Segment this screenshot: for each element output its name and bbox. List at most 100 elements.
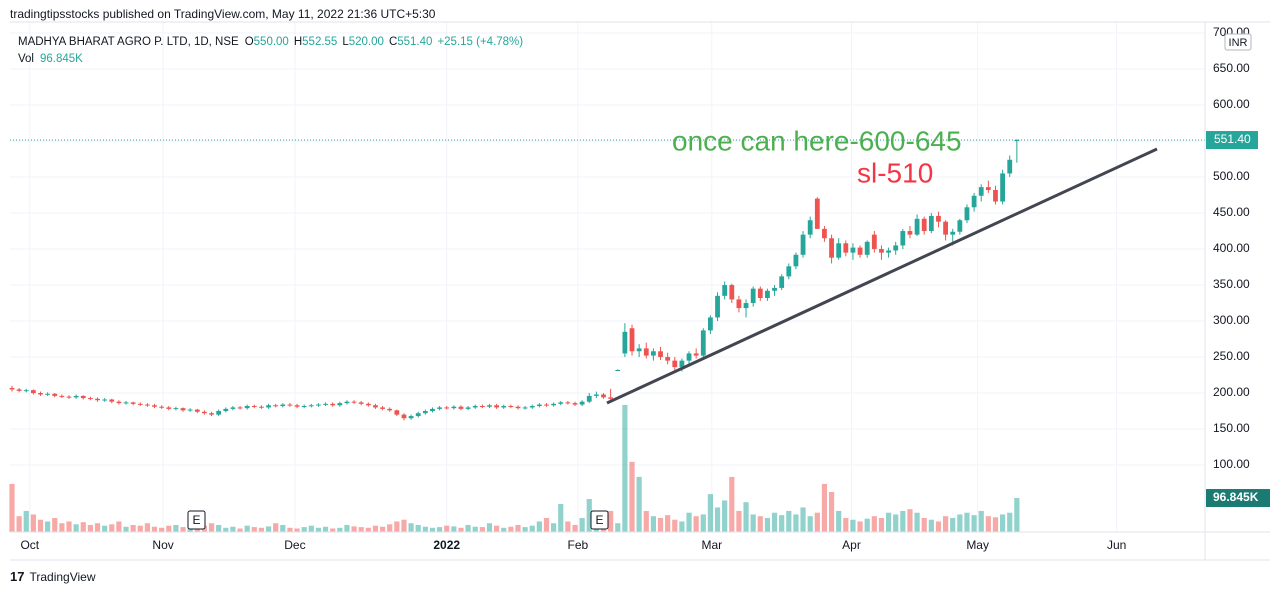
volume-bar [515,524,521,532]
legend-line: MADHYA BHARAT AGRO P. LTD, 1D, NSE O550.0… [18,36,523,48]
volume-bar [786,510,792,532]
candle-body [551,403,557,406]
event-marker[interactable] [590,510,609,530]
candle-body [152,405,157,407]
volume-bar [551,523,557,532]
volume-value: 96.845K [40,53,83,65]
volume-bar [244,525,250,532]
x-tick-label: Nov [152,538,173,552]
volume-bar [779,515,785,532]
volume-bar [736,510,742,532]
volume-bar [465,524,471,532]
volume-bar [173,524,179,532]
event-marker[interactable] [187,510,206,530]
volume-bar [836,510,842,532]
candle-body [708,317,713,331]
volume-bar [629,461,635,532]
candle-body [857,247,863,255]
legend-key: O [245,36,254,48]
volume-bar [415,524,421,532]
last-price-label: 551.40 [1214,132,1251,146]
volume-bar [743,502,749,532]
volume-bar [408,523,414,532]
candle-body [843,243,849,253]
publisher: tradingtipsstocks published on TradingVi… [10,7,436,21]
candle-body [807,220,813,235]
volume-bar [87,524,93,532]
candle-body [586,395,592,402]
volume-bar [151,526,158,532]
candle-body [636,348,642,352]
candle-body [615,370,621,371]
candle-body [850,247,856,253]
volume-bar [237,528,243,532]
candle-body [408,416,414,419]
volume-bar [964,512,970,532]
candle-body [287,404,293,406]
volume-bar [59,523,65,532]
candle-body [330,403,336,406]
volume-bar [109,524,115,532]
candle-body [658,351,663,358]
candle-body [458,406,464,409]
candle-body [130,402,136,404]
volume-bar [486,523,493,532]
volume-bar [907,509,913,532]
candle-body [351,401,357,403]
candle-body [786,266,792,277]
volume-bar [529,525,535,532]
candle-body [38,393,43,395]
candle-body [216,411,222,415]
candle-body [494,405,500,408]
candle-body [729,285,735,300]
candle-body [650,351,656,356]
currency: INR [1229,37,1248,49]
y-tick-label: 600.00 [1213,97,1250,111]
volume-bar [771,512,778,532]
candle-body [579,401,585,405]
candle-body [928,215,934,232]
volume-bar [479,527,485,532]
volume-bar [914,512,920,532]
volume-bar [501,527,507,532]
legend-value: 551.40 [397,36,432,48]
volume-bar [757,516,763,532]
candle-body [886,250,891,253]
x-tick-label: Mar [701,538,722,552]
volume-bar [750,514,756,532]
candle-body [508,406,514,407]
candle-body [679,360,685,368]
currency-box[interactable] [1224,33,1252,51]
candle-body [900,231,906,246]
candle-body [943,221,948,235]
volume-bar [401,519,407,532]
footer: TradingView [29,570,95,584]
candle-body [316,404,321,406]
volume-bar [372,525,379,532]
volume-bar [714,507,721,532]
event-label: E [192,513,200,527]
candle-body [985,187,991,190]
volume-bar [700,514,706,532]
event-label: E [595,513,603,527]
x-tick-label: Dec [284,538,305,552]
legend-key: H [294,36,302,48]
volume-bar [94,523,101,532]
candle-body [280,404,286,406]
volume-bar [1000,514,1006,532]
candle-body [622,331,628,354]
y-tick-label: 350.00 [1213,277,1250,291]
volume-bar [636,476,642,532]
volume-bar [301,527,307,532]
candle-body [230,407,236,409]
candle-body [344,401,350,404]
volume-bar [814,512,820,532]
candle-body [565,402,571,404]
candle-body [472,406,478,408]
volume-bar [351,526,357,532]
candle-body [444,407,450,409]
candle-body [822,228,827,239]
volume-bar [230,526,236,532]
volume-bar [436,527,443,532]
candle-body [209,413,214,415]
